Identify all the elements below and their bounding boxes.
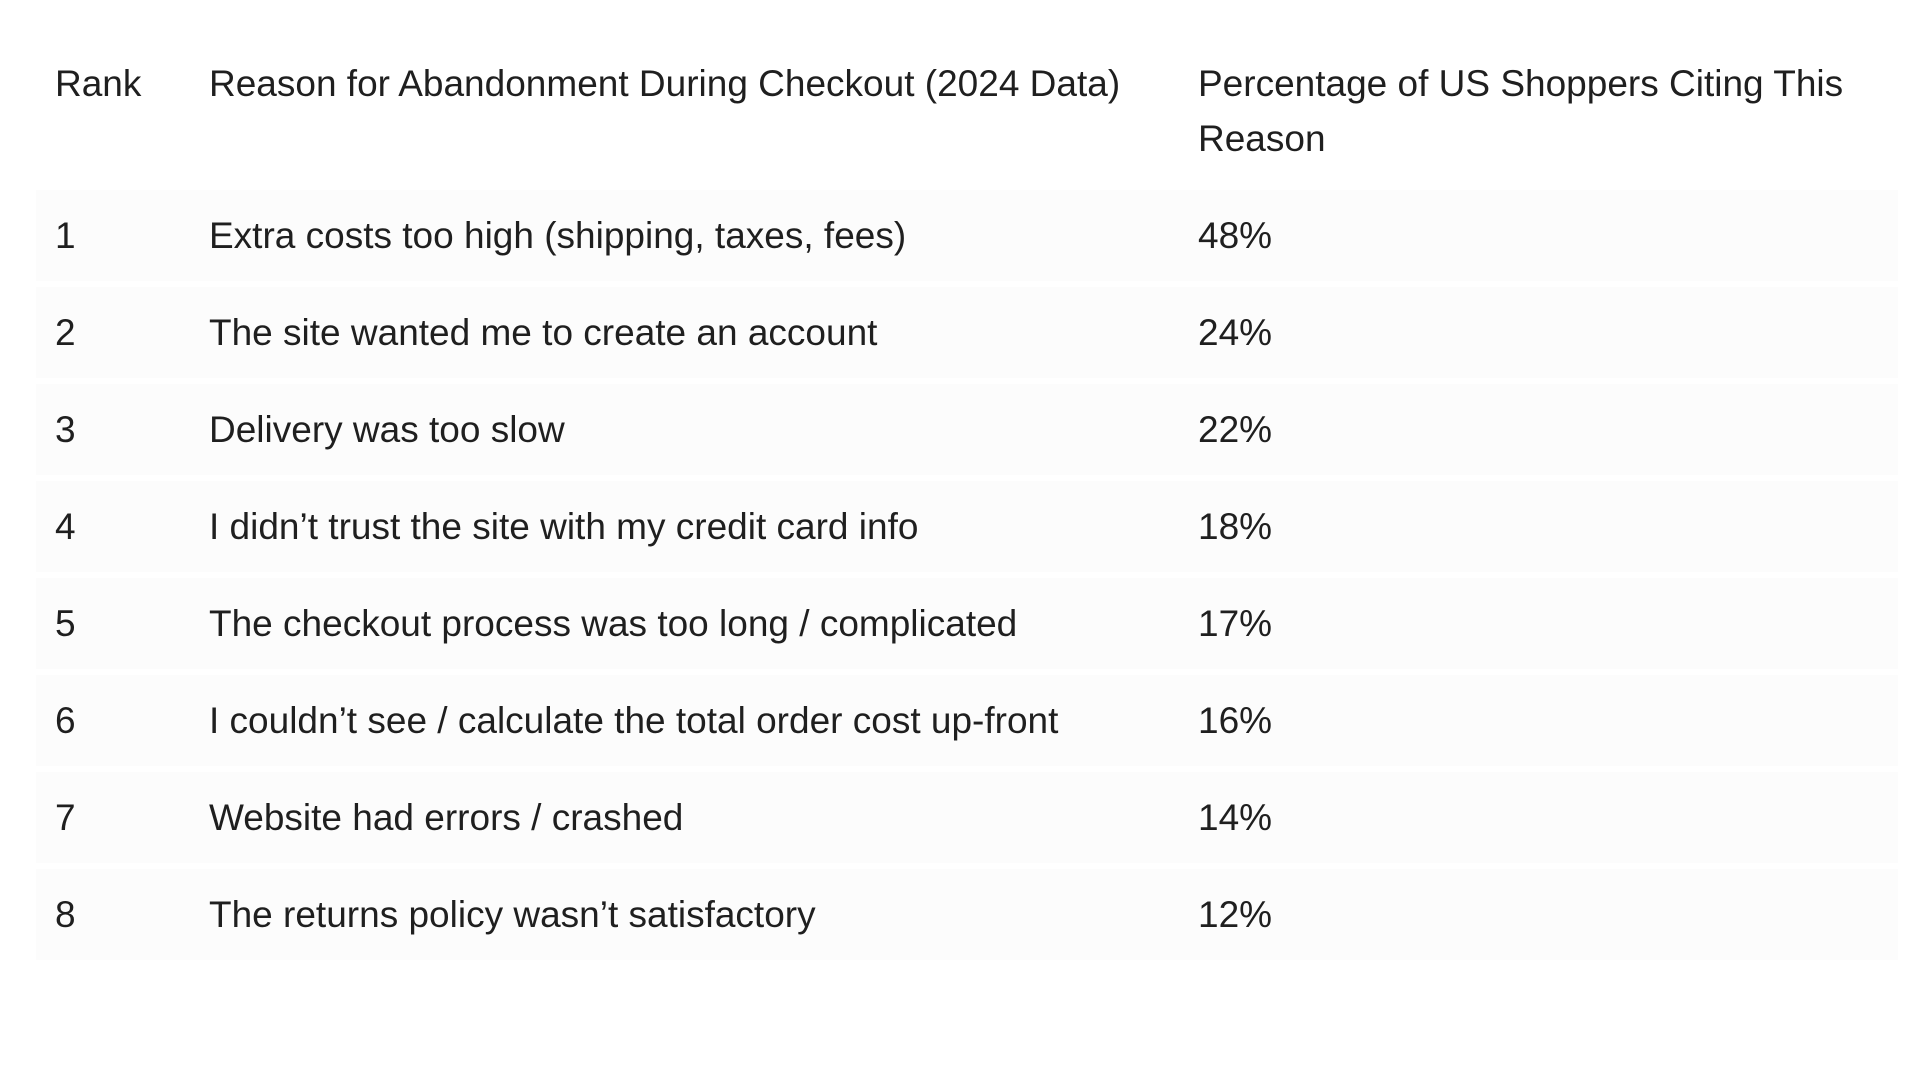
header-cell: Reason for Abandonment During Checkout (… (190, 38, 1179, 184)
table-cell: 12% (1179, 869, 1898, 960)
table-body: 1 Extra costs too high (shipping, taxes, … (36, 190, 1898, 960)
header-cell: Percentage of US Shoppers Citing This Re… (1179, 38, 1898, 184)
table-cell: 16% (1179, 675, 1898, 766)
table-cell: 17% (1179, 578, 1898, 669)
table-cell: The returns policy wasn’t satisfactory (190, 869, 1179, 960)
table-header: Rank Reason for Abandonment During Checko… (36, 38, 1898, 184)
table-cell: The checkout process was too long / comp… (190, 578, 1179, 669)
table-cell: 5 (36, 578, 190, 669)
table-cell: Extra costs too high (shipping, taxes, f… (190, 190, 1179, 281)
table-cell: 8 (36, 869, 190, 960)
table-cell: 7 (36, 772, 190, 863)
table-cell: Website had errors / crashed (190, 772, 1179, 863)
table-cell: 6 (36, 675, 190, 766)
table-cell: 1 (36, 190, 190, 281)
table-cell: 24% (1179, 287, 1898, 378)
table-row: 8 The returns policy wasn’t satisfactory 1… (36, 869, 1898, 960)
abandonment-table: Rank Reason for Abandonment During Checko… (36, 32, 1898, 966)
table-cell: 18% (1179, 481, 1898, 572)
header-cell: Rank (36, 38, 190, 184)
table-row: 1 Extra costs too high (shipping, taxes, … (36, 190, 1898, 281)
table-row: 7 Website had errors / crashed 14% (36, 772, 1898, 863)
table-cell: 22% (1179, 384, 1898, 475)
table-cell: 3 (36, 384, 190, 475)
header-row: Rank Reason for Abandonment During Checko… (36, 38, 1898, 184)
table-cell: Delivery was too slow (190, 384, 1179, 475)
table-cell: 2 (36, 287, 190, 378)
table-row: 3 Delivery was too slow 22% (36, 384, 1898, 475)
table-cell: 14% (1179, 772, 1898, 863)
table-row: 5 The checkout process was too long / com… (36, 578, 1898, 669)
table-cell: The site wanted me to create an account (190, 287, 1179, 378)
table-cell: 48% (1179, 190, 1898, 281)
table-cell: I couldn’t see / calculate the total ord… (190, 675, 1179, 766)
table-cell: I didn’t trust the site with my credit c… (190, 481, 1179, 572)
table-cell: 4 (36, 481, 190, 572)
table-row: 2 The site wanted me to create an account… (36, 287, 1898, 378)
